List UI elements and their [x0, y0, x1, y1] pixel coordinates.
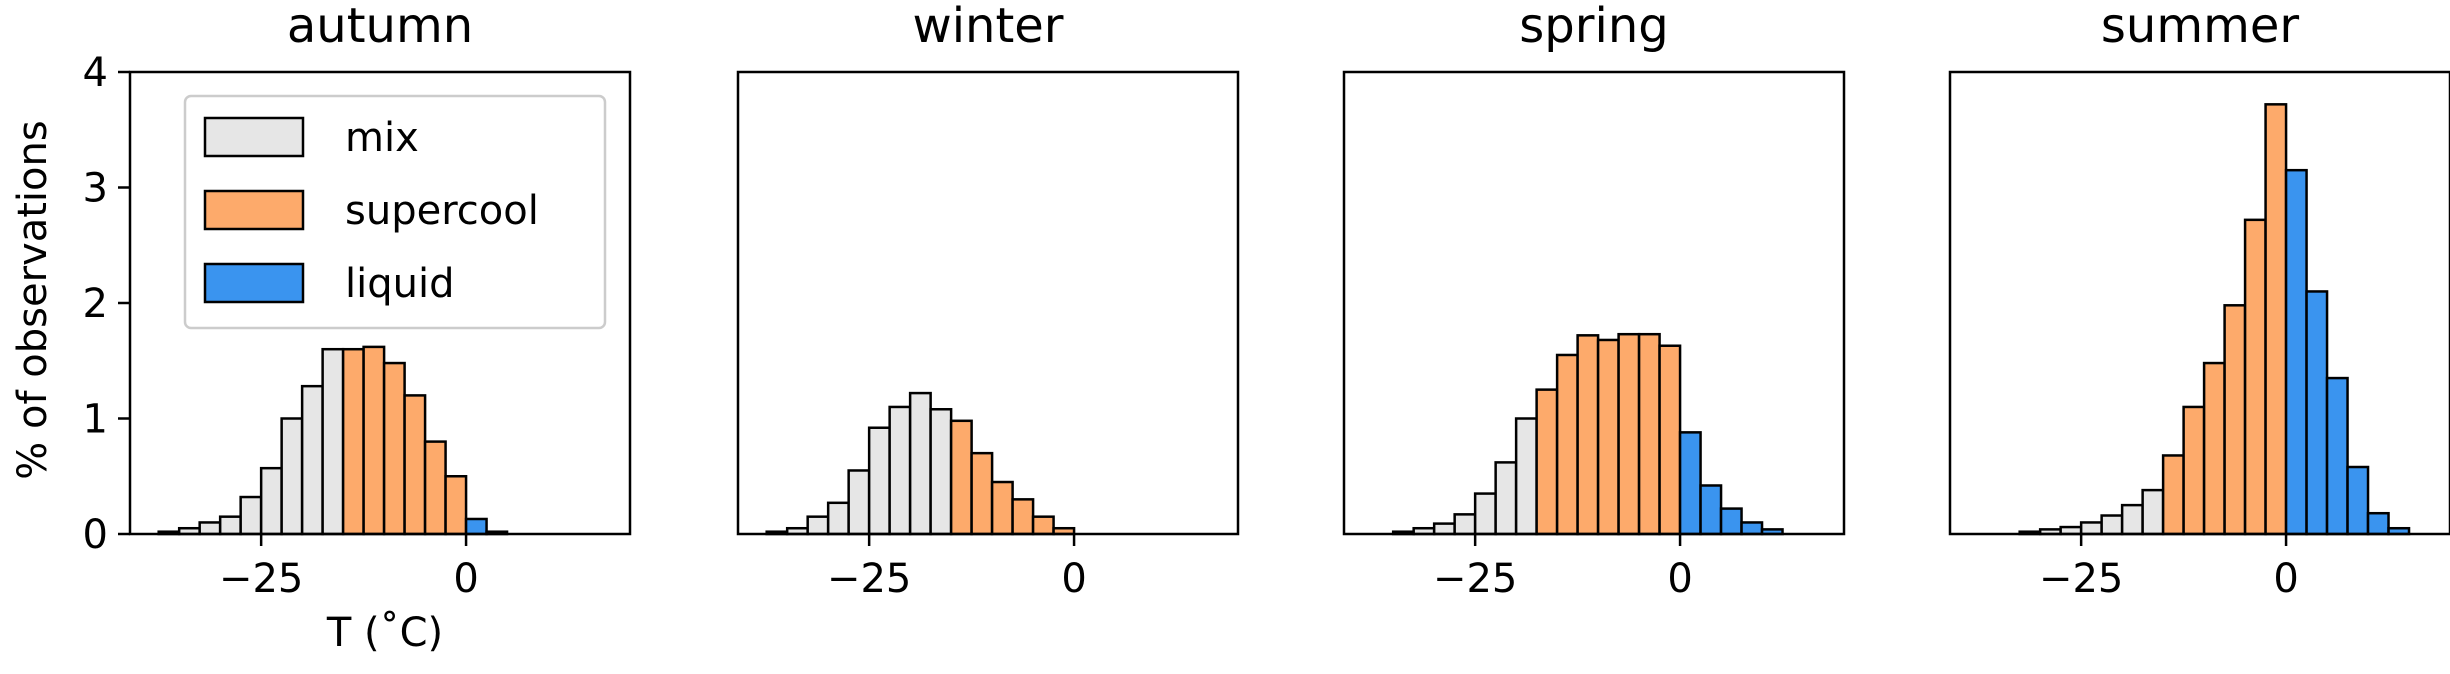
legend-label-mix: mix: [345, 115, 419, 161]
bar-supercool: [1011, 498, 1035, 536]
bar-mix: [1432, 522, 1456, 536]
bar-mix: [239, 495, 263, 536]
bar-supercool: [2243, 218, 2267, 536]
bar-supercool: [1576, 334, 1600, 536]
bar-supercool: [1535, 388, 1559, 536]
bar-supercool: [423, 440, 447, 536]
bar-supercool: [990, 480, 1014, 536]
bar-mix: [1514, 417, 1538, 536]
bar-mix: [2100, 514, 2124, 536]
y-axis-label: % of observations: [10, 120, 56, 479]
bar-supercool: [970, 451, 994, 536]
bar-liquid: [1699, 484, 1723, 536]
panel-title: winter: [912, 0, 1063, 54]
bar-mix: [847, 469, 871, 536]
panel-summer: summer −25 0: [1948, 0, 2450, 602]
bar-supercool: [362, 345, 386, 536]
y-tick-label: 2: [83, 281, 108, 327]
bar-liquid: [1740, 521, 1764, 536]
panel-title: autumn: [287, 0, 473, 54]
bar-mix: [321, 347, 345, 536]
bar-mix: [929, 408, 953, 536]
bar-supercool: [1596, 338, 1620, 536]
bar-liquid: [2346, 465, 2370, 536]
bar-mix: [300, 384, 324, 536]
bar-mix: [198, 521, 222, 536]
bar-supercool: [1617, 332, 1641, 536]
bar-supercool: [2202, 361, 2226, 536]
panel-title: summer: [2101, 0, 2299, 54]
legend-label-supercool: supercool: [345, 188, 539, 234]
x-tick-label: 0: [1061, 556, 1086, 602]
panel-spring: spring −25 0: [1342, 0, 1846, 602]
bar-mix: [280, 417, 304, 536]
plot-frame: [736, 70, 1240, 536]
y-tick-label: 0: [83, 512, 108, 558]
x-tick-label: −25: [2039, 556, 2123, 602]
bar-supercool: [382, 361, 406, 536]
bar-mix: [218, 515, 242, 536]
legend-swatch-supercool: [203, 189, 305, 231]
x-tick-label: −25: [1433, 556, 1517, 602]
bar-mix: [826, 501, 850, 536]
legend-swatch-liquid: [203, 262, 305, 304]
bar-mix: [2079, 521, 2103, 536]
bar-mix: [259, 466, 283, 536]
bar-mix: [867, 426, 891, 536]
panel-autumn: autumn −25 0 0 1 2 3 4: [83, 0, 632, 602]
bar-supercool: [2264, 103, 2288, 536]
plot-frame: [1342, 70, 1846, 536]
x-tick-label: 0: [453, 556, 478, 602]
bar-mix: [1453, 513, 1477, 536]
bar-liquid: [2284, 168, 2308, 536]
bar-liquid: [1719, 507, 1743, 536]
bar-supercool: [2223, 304, 2247, 536]
y-tick-label: 3: [83, 166, 108, 212]
legend-label-liquid: liquid: [345, 261, 454, 307]
x-tick-label: 0: [1667, 556, 1692, 602]
y-tick-label: 4: [83, 50, 108, 96]
bar-supercool: [949, 419, 973, 536]
legend: mix supercool liquid: [183, 94, 607, 330]
bar-mix: [806, 515, 830, 536]
bar-supercool: [1637, 332, 1661, 536]
plot-frame: [1948, 70, 2450, 536]
bar-supercool: [444, 475, 468, 536]
bar-supercool: [2161, 454, 2185, 536]
bar-supercool: [403, 394, 427, 536]
bar-supercool: [341, 347, 365, 536]
bar-liquid: [2366, 511, 2390, 536]
x-axis-label: T (˚C): [326, 610, 443, 656]
x-tick-label: −25: [219, 556, 303, 602]
bar-liquid: [1678, 431, 1702, 536]
x-tick-label: −25: [827, 556, 911, 602]
bar-mix: [1473, 492, 1497, 536]
bar-mix: [2120, 503, 2144, 536]
bar-supercool: [2182, 405, 2206, 536]
y-tick-label: 1: [83, 397, 108, 443]
bar-supercool: [1555, 353, 1579, 536]
x-tick-label: 0: [2273, 556, 2298, 602]
bar-mix: [888, 405, 912, 536]
bar-mix: [2141, 488, 2165, 536]
bar-mix: [1494, 461, 1518, 536]
legend-swatch-mix: [203, 116, 305, 158]
bar-supercool: [1031, 515, 1055, 536]
bar-liquid: [2305, 290, 2329, 536]
panel-title: spring: [1519, 0, 1668, 54]
bar-mix: [908, 391, 932, 536]
bar-liquid: [464, 517, 488, 536]
bar-supercool: [1658, 344, 1682, 536]
panel-winter: winter −25 0: [736, 0, 1240, 602]
bar-liquid: [2325, 376, 2349, 536]
